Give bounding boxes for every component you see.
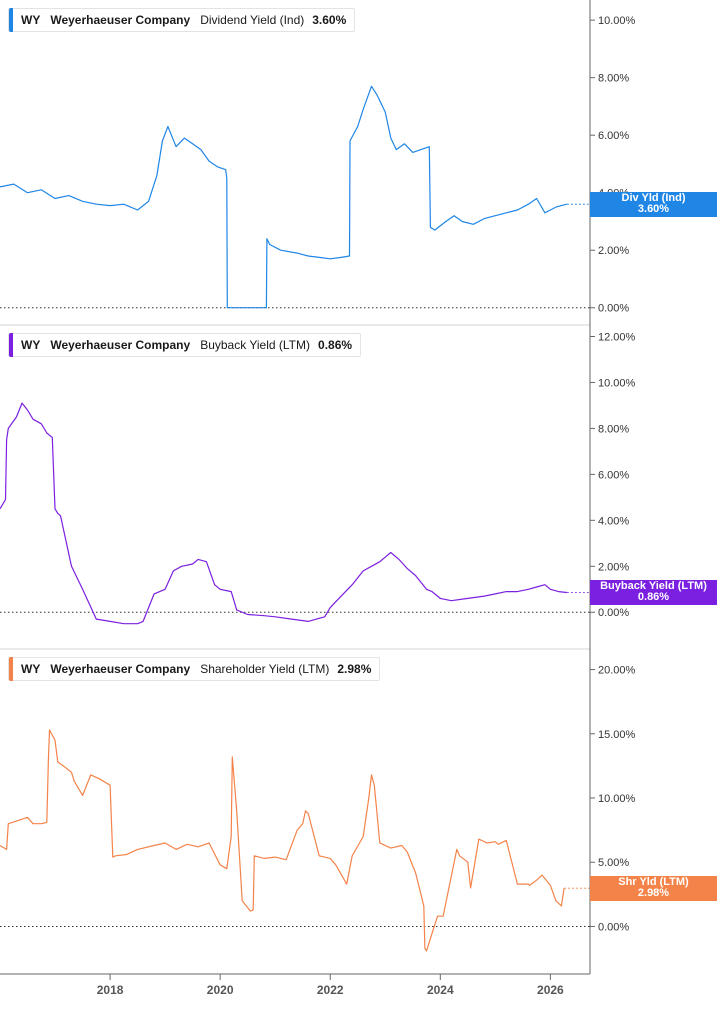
y-tick-label: 2.00% (598, 561, 629, 573)
y-tick-label: 6.00% (598, 469, 629, 481)
y-tick-label: 20.00% (598, 665, 636, 677)
badge-value: 0.86% (637, 591, 670, 604)
y-tick-label: 15.00% (598, 729, 636, 741)
legend-swatch (9, 8, 13, 32)
y-tick-label: 10.00% (598, 377, 636, 389)
y-tick-label: 6.00% (598, 130, 629, 142)
y-tick-label: 4.00% (598, 515, 629, 527)
value-badge-dividend: Div Yld (Ind) 3.60% (590, 191, 717, 217)
legend-company: Weyerhaeuser Company (50, 338, 191, 352)
y-tick-label: 2.00% (598, 245, 629, 257)
x-tick-label: 2022 (317, 983, 344, 997)
legend-swatch (9, 333, 13, 357)
legend-company: Weyerhaeuser Company (50, 13, 191, 27)
y-tick-label: 10.00% (598, 15, 636, 27)
y-tick-label: 0.00% (598, 607, 629, 619)
legend-dividend-yield[interactable]: WY Weyerhaeuser Company Dividend Yield (… (8, 8, 356, 32)
badge-label: Buyback Yield (LTM) (600, 580, 707, 593)
y-tick-label: 8.00% (598, 423, 629, 435)
legend-value: 0.86% (318, 338, 353, 352)
legend-shareholder-yield[interactable]: WY Weyerhaeuser Company Shareholder Yiel… (8, 657, 381, 681)
series-line (0, 729, 565, 952)
legend-ticker: WY (21, 338, 41, 352)
y-tick-label: 0.00% (598, 921, 629, 933)
series-line (0, 85, 568, 309)
legend-company: Weyerhaeuser Company (50, 662, 191, 676)
badge-value: 3.60% (637, 203, 670, 216)
legend-ticker: WY (21, 662, 41, 676)
badge-label: Div Yld (Ind) (621, 192, 686, 205)
x-tick-label: 2020 (207, 983, 234, 997)
legend-metric: Dividend Yield (Ind) (200, 13, 305, 27)
y-tick-label: 0.00% (598, 303, 629, 315)
legend-value: 3.60% (312, 13, 347, 27)
series-line (0, 402, 567, 625)
y-tick-label: 8.00% (598, 73, 629, 85)
legend-metric: Shareholder Yield (LTM) (200, 662, 330, 676)
legend-swatch (9, 657, 13, 681)
y-tick-label: 12.00% (598, 331, 636, 343)
x-tick-label: 2018 (97, 983, 124, 997)
badge-label: Shr Yld (LTM) (618, 876, 689, 889)
y-tick-label: 10.00% (598, 793, 636, 805)
value-badge-shareholder: Shr Yld (LTM) 2.98% (590, 875, 717, 901)
badge-value: 2.98% (637, 887, 670, 900)
x-tick-label: 2026 (537, 983, 564, 997)
x-tick-label: 2024 (427, 983, 454, 997)
legend-buyback-yield[interactable]: WY Weyerhaeuser Company Buyback Yield (L… (8, 333, 362, 357)
y-tick-label: 5.00% (598, 857, 629, 869)
value-badge-buyback: Buyback Yield (LTM) 0.86% (590, 579, 717, 605)
legend-ticker: WY (21, 13, 41, 27)
legend-value: 2.98% (337, 662, 372, 676)
legend-metric: Buyback Yield (LTM) (200, 338, 311, 352)
